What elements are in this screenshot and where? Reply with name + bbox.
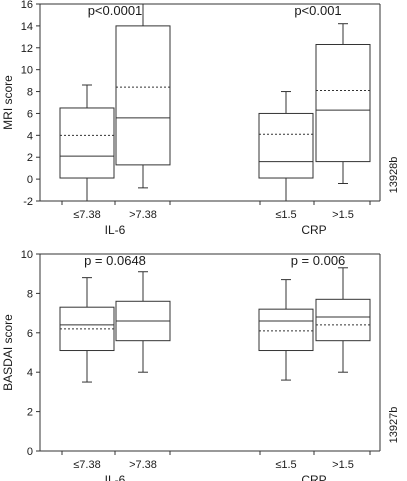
mri-category-label: >1.5 [332, 209, 354, 221]
mri-y-axis-label: MRI score [1, 75, 15, 130]
basdai-y-tick-label: 4 [27, 367, 33, 379]
basdai-box-2 [258, 279, 314, 381]
basdai-box-1 [115, 271, 171, 373]
mri-category-label: >7.38 [129, 209, 157, 221]
basdai-p-value: p = 0.0648 [84, 253, 146, 268]
iqr-box [258, 112, 314, 179]
mri-y-tick-label: 2 [27, 152, 33, 164]
basdai-y-tick-label: 2 [27, 407, 33, 419]
basdai-box-3 [315, 267, 371, 373]
mri-figure-id: 13928b [388, 157, 400, 194]
iqr-box [59, 107, 115, 179]
mri-y-tick-label: 16 [21, 0, 33, 11]
mri-box-1 [115, 3, 171, 189]
mri-category-label: ≤7.38 [73, 209, 100, 221]
mri-y-tick-label: -2 [23, 196, 33, 208]
iqr-box [315, 298, 371, 342]
mri-y-tick-label: 14 [21, 21, 33, 33]
basdai-category-label: >1.5 [332, 459, 354, 471]
basdai-y-tick-label: 10 [21, 249, 33, 261]
iqr-box [315, 43, 371, 163]
basdai-figure-id: 13927b [388, 407, 400, 444]
mri-y-tick-label: 6 [27, 108, 33, 120]
mri-p-value: p<0.001 [294, 3, 341, 18]
basdai-panel [36, 253, 381, 455]
mri-category-label: ≤1.5 [275, 209, 296, 221]
mri-group-label: CRP [301, 223, 326, 237]
mri-y-tick-label: 10 [21, 65, 33, 77]
iqr-box [115, 25, 171, 166]
mri-y-tick-label: 12 [21, 43, 33, 55]
mri-group-label: IL-6 [105, 223, 126, 237]
mri-y-tick-label: 0 [27, 174, 33, 186]
basdai-group-label: IL-6 [105, 473, 126, 481]
basdai-y-axis-label: BASDAI score [1, 314, 15, 391]
iqr-box [258, 308, 314, 352]
mri-box-0 [59, 84, 115, 202]
basdai-y-tick-label: 0 [27, 446, 33, 458]
basdai-y-tick-label: 8 [27, 288, 33, 300]
basdai-category-label: ≤1.5 [275, 459, 296, 471]
mri-box-2 [258, 91, 314, 202]
basdai-y-tick-label: 6 [27, 328, 33, 340]
mri-panel [36, 3, 381, 205]
mri-box-3 [315, 23, 371, 184]
mri-y-tick-label: 8 [27, 87, 33, 99]
basdai-p-value: p = 0.006 [291, 253, 346, 268]
mri-y-tick-label: 4 [27, 130, 33, 142]
mri-p-value: p<0.0001 [88, 3, 143, 18]
basdai-category-label: ≤7.38 [73, 459, 100, 471]
basdai-group-label: CRP [301, 473, 326, 481]
basdai-category-label: >7.38 [129, 459, 157, 471]
basdai-box-0 [59, 277, 115, 383]
